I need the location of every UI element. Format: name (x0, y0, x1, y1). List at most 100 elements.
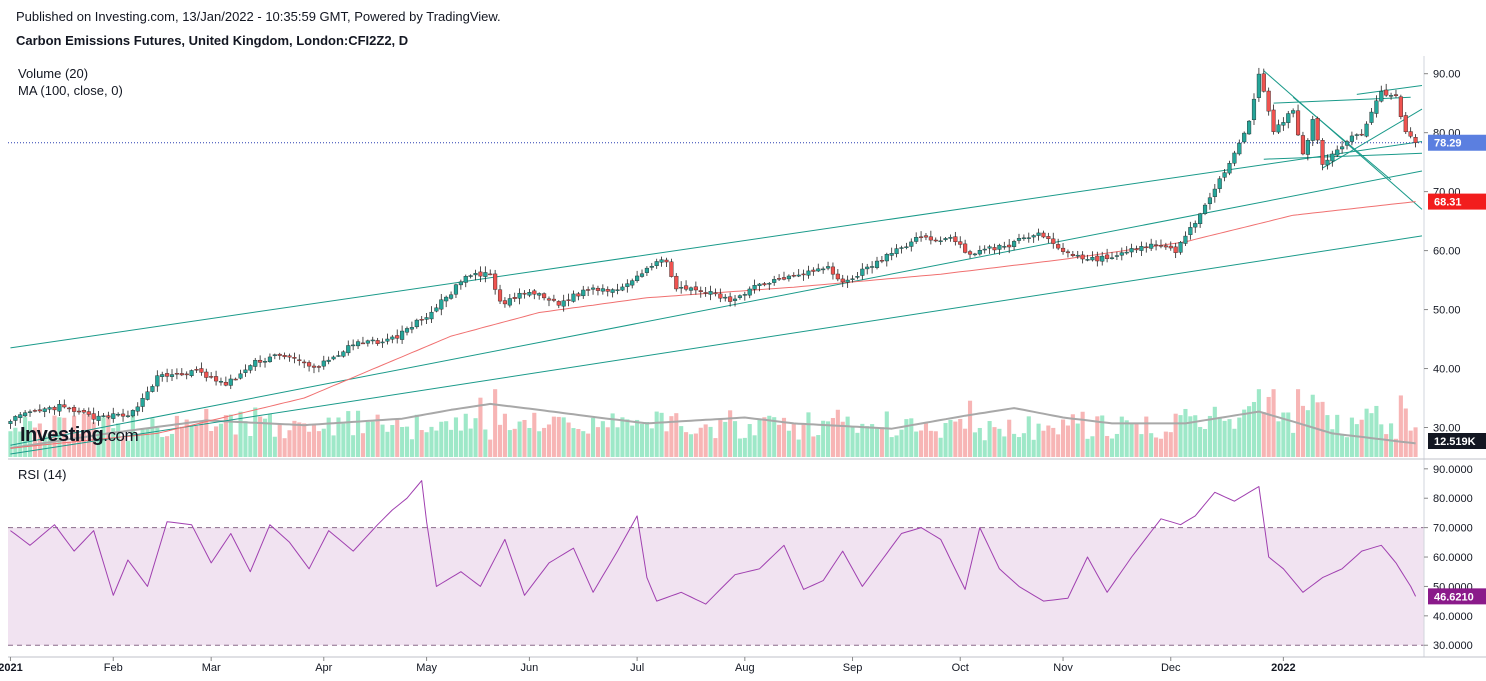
volume-bar (424, 432, 429, 457)
volume-bar (762, 417, 767, 457)
candle-body (958, 241, 963, 245)
candle-body (688, 287, 694, 291)
volume-bar (253, 407, 258, 457)
candle-body (1002, 246, 1007, 248)
volume-bar (125, 440, 131, 457)
candle-body (605, 289, 610, 292)
volume-bar (223, 415, 228, 457)
volume-bar (18, 431, 23, 457)
volume-bar (644, 422, 649, 457)
volume-bar (972, 432, 977, 457)
candle-body (1340, 146, 1345, 150)
candle-body (62, 404, 67, 408)
candle-body (1217, 178, 1222, 189)
candle-body (610, 289, 615, 293)
volume-bar (111, 428, 116, 457)
volume-bar (923, 423, 929, 457)
volume-bar (527, 427, 532, 457)
candle-body (923, 235, 929, 238)
volume-bar (502, 413, 507, 457)
volume-bar (473, 418, 478, 457)
volume-bar (982, 440, 987, 457)
volume-bar (1247, 406, 1252, 457)
candle-body (664, 259, 669, 263)
volume-indicator-label[interactable]: Volume (20) (18, 66, 89, 81)
volume-bar (302, 423, 307, 457)
candle-body (1349, 135, 1354, 142)
candle-body (635, 275, 640, 282)
candle-body (1300, 135, 1306, 155)
candle-body (1183, 235, 1188, 244)
candle-body (684, 285, 689, 290)
candle-body (708, 291, 713, 295)
volume-bar (1354, 424, 1359, 457)
candle-body (556, 301, 561, 306)
candle-body (346, 345, 351, 354)
candle-body (1281, 122, 1286, 126)
volume-bar (429, 426, 434, 457)
volume-bar (512, 428, 517, 457)
candle-body (96, 415, 101, 421)
volume-bar (1384, 434, 1389, 457)
volume-bar (140, 429, 145, 457)
publish-info: Published on Investing.com, 13/Jan/2022 … (16, 9, 501, 24)
volume-bar (894, 435, 899, 457)
rsi-band (8, 527, 1424, 646)
candle-body (47, 407, 52, 410)
candle-body (1403, 115, 1408, 133)
candle-body (223, 381, 228, 386)
volume-bar (791, 423, 796, 457)
value-badges: 78.29 68.31 12.519K 46.6210 (1428, 134, 1486, 605)
volume-bar (816, 435, 821, 457)
candle-body (404, 328, 410, 333)
volume-bar (806, 412, 811, 457)
volume-bar (1178, 415, 1183, 457)
time-tick-label: Nov (1053, 662, 1073, 674)
volume-bar (8, 431, 13, 457)
candle-body (1325, 159, 1330, 166)
candle-body (478, 271, 483, 277)
volume-bar (595, 427, 601, 457)
candle-body (400, 330, 405, 340)
volume-bar (796, 439, 801, 457)
volume-bar (1193, 415, 1198, 457)
candle-body (889, 253, 894, 256)
volume-bar (351, 435, 356, 457)
rsi-tick-label: 90.0000 (1433, 464, 1473, 476)
volume-bar (419, 430, 424, 457)
ma-indicator-label[interactable]: MA (100, close, 0) (18, 83, 123, 98)
candle-body (1080, 254, 1085, 260)
volume-bar (919, 430, 924, 457)
candle-body (914, 237, 919, 242)
candle-body (590, 287, 596, 290)
volume-bar (1016, 437, 1022, 457)
volume-bar (1291, 432, 1296, 457)
trendline (1356, 84, 1423, 95)
candle-body (1222, 172, 1227, 178)
candle-body (982, 248, 987, 251)
volume-bar (1374, 405, 1379, 457)
volume-bar (1281, 412, 1286, 457)
volume-bar (1154, 437, 1159, 457)
volume-bar (1217, 418, 1222, 457)
candle-body (1384, 89, 1389, 96)
volume-bar (605, 427, 610, 457)
candle-body (825, 266, 831, 269)
candle-body (409, 327, 414, 330)
candle-body (414, 319, 419, 328)
volume-bar (155, 427, 160, 457)
candle-body (953, 236, 958, 243)
candle-body (679, 287, 684, 289)
candle-body (1242, 132, 1247, 143)
candle-body (972, 253, 977, 256)
rsi-indicator-label[interactable]: RSI (14) (18, 467, 67, 482)
volume-bar (199, 421, 204, 457)
candle-body (625, 283, 630, 287)
volume-bar (811, 436, 816, 457)
candle-body (228, 378, 233, 386)
candle-body (576, 293, 581, 297)
volume-bar (1202, 428, 1208, 457)
volume-bar (1090, 436, 1095, 457)
rsi-value-badge-bg (1428, 588, 1486, 605)
